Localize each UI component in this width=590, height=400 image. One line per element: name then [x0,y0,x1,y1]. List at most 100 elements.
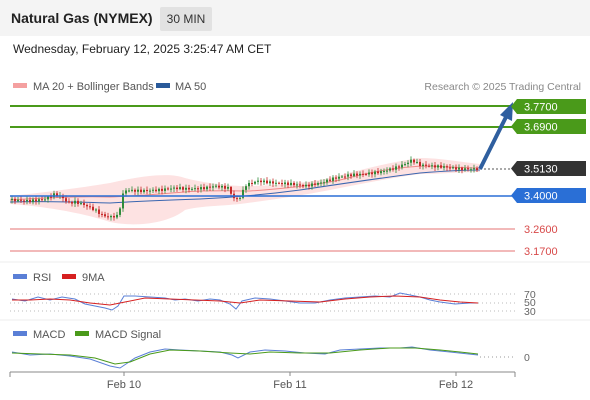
x-tick-feb12: Feb 12 [439,379,473,391]
candle-body-107 [332,177,334,181]
legend-9ma-label: 9MA [82,272,105,284]
level-label-2: 3.6900 [524,122,558,134]
candle-body-59 [188,187,190,190]
rsi-9ma-line [12,295,479,306]
candle-body-81 [254,181,256,184]
candle-body-146 [449,167,451,169]
candle-body-127 [392,168,394,170]
candle-body-6 [29,199,31,203]
candle-body-142 [437,165,439,168]
projection-arrow [478,116,508,170]
candle-body-124 [383,170,385,172]
candle-body-84 [263,180,265,183]
candle-body-2 [17,199,19,202]
candle-body-13 [50,196,52,198]
candle-body-82 [257,180,259,182]
candle-body-109 [338,176,340,179]
candle-body-9 [38,199,40,202]
candle-body-120 [371,172,373,175]
candle-body-100 [311,183,313,187]
candle-body-3 [20,199,22,201]
candle-body-132 [407,162,409,165]
candle-body-153 [470,169,472,171]
candle-body-87 [272,181,274,184]
candle-body-65 [206,186,208,190]
candle-body-4 [23,200,25,202]
candle-body-145 [446,166,448,168]
macd-zero-label: 0 [524,352,530,364]
legend-ma50-swatch [156,83,170,88]
legend-macd-swatch [13,331,27,336]
candle-body-66 [209,186,211,188]
candle-body-152 [467,168,469,170]
candle-body-37 [122,193,124,209]
candle-body-144 [443,166,445,168]
candle-body-111 [344,176,346,178]
candle-body-125 [386,170,388,172]
candle-body-5 [26,199,28,202]
candle-body-8 [35,199,37,202]
candle-body-42 [137,189,139,192]
candle-body-1 [14,198,16,202]
candle-body-95 [296,184,298,186]
level-label-1: 3.7700 [524,102,558,114]
candle-body-89 [278,182,280,184]
candle-body-133 [410,159,412,163]
legend-ma20-swatch [13,83,27,88]
candle-body-155 [476,168,478,171]
candle-body-99 [308,184,310,187]
candle-body-49 [158,188,160,192]
candlestick-series [11,156,478,221]
candle-body-36 [119,208,121,215]
timeframe-selector[interactable]: 30 MIN [160,7,212,31]
candle-body-26 [89,206,91,208]
level-label-5: 3.2600 [524,224,558,236]
level-label-box-4 [517,188,586,203]
rsi-level-30: 30 [524,306,536,318]
level-label-box-3 [517,161,586,176]
ma20-line [9,165,481,201]
candle-body-101 [314,183,316,185]
candle-body-119 [368,172,370,175]
candle-body-51 [164,188,166,191]
candle-body-113 [350,174,352,177]
candle-body-134 [413,159,415,163]
candle-body-30 [101,213,103,215]
x-tick-feb11: Feb 11 [273,379,306,391]
candle-body-88 [275,182,277,184]
candle-body-24 [83,203,85,205]
legend-ma20-label: MA 20 + Bollinger Bands [33,81,154,93]
candle-body-28 [95,209,97,211]
candle-body-25 [86,204,88,207]
candle-body-117 [362,173,364,175]
candle-body-128 [395,166,397,170]
rsi-level-70: 70 [524,289,536,301]
legend-macd-signal-swatch [75,331,89,336]
candle-body-77 [242,189,244,198]
candle-body-21 [74,200,76,204]
candle-body-47 [152,189,154,191]
rsi-level-50: 50 [524,297,536,309]
candle-body-48 [155,189,157,192]
candle-body-135 [416,161,418,163]
x-tick-feb10: Feb 10 [107,379,141,391]
candle-body-151 [464,168,466,171]
legend-macd-signal-label: MACD Signal [95,329,161,341]
candle-body-108 [335,177,337,179]
candle-body-126 [389,168,391,171]
macd-signal-line [11,347,479,365]
candle-body-54 [173,187,175,189]
current-price-label: 3.5130 [524,164,558,176]
candle-body-83 [260,180,262,183]
candle-body-17 [62,195,64,199]
candle-body-102 [317,183,319,185]
candle-body-33 [110,215,112,218]
candle-body-136 [419,161,421,167]
candle-body-10 [41,199,43,201]
candle-body-91 [284,182,286,185]
candle-body-69 [218,185,220,188]
candle-body-71 [224,185,226,189]
candle-body-79 [248,182,250,187]
candle-body-154 [473,168,475,170]
chart-header: Natural Gas (NYMEX) 30 MIN [0,0,590,36]
